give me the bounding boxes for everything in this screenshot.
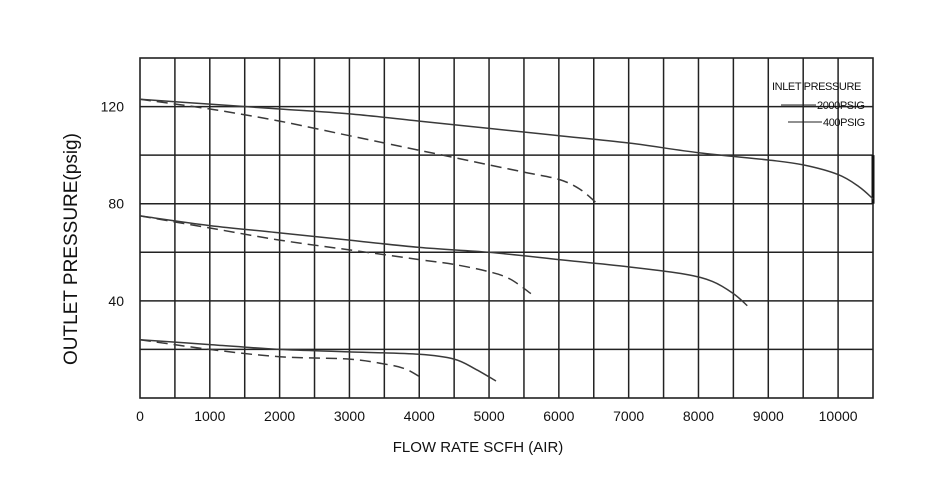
x-tick-label: 3000	[334, 408, 365, 424]
x-tick-label: 8000	[683, 408, 714, 424]
legend: INLET PRESSURE 2000PSIG 400PSIG	[772, 81, 865, 129]
series-line-400psig-dashed	[139, 338, 424, 380]
x-tick-label: 2000	[264, 408, 295, 424]
y-tick-label: 40	[108, 293, 124, 309]
series-line-400psig-dashed	[139, 215, 532, 295]
x-tick-label: 10000	[819, 408, 858, 424]
x-tick-label: 5000	[473, 408, 504, 424]
x-tick-label: 6000	[543, 408, 574, 424]
series	[139, 98, 874, 382]
x-tick-label: 4000	[404, 408, 435, 424]
x-axis-label: FLOW RATE SCFH (AIR)	[393, 439, 564, 456]
series-line-400psig-dashed	[139, 98, 598, 205]
x-tick-label: 7000	[613, 408, 644, 424]
x-tick-label: 1000	[194, 408, 225, 424]
series-line-2000psig-solid	[139, 215, 748, 307]
series-line-2000psig-solid	[139, 98, 874, 200]
y-tick-label: 120	[101, 99, 125, 115]
x-tick-label: 0	[136, 408, 144, 424]
series-line-2000psig-solid	[139, 338, 497, 382]
x-tick-label: 9000	[753, 408, 784, 424]
y-tick-label: 80	[108, 196, 124, 212]
legend-title: INLET PRESSURE	[772, 81, 861, 93]
legend-entry-400psig: 400PSIG	[823, 117, 865, 129]
y-axis-label: OUTLET PRESSURE(psig)	[61, 133, 82, 365]
x-axis-ticks: 0 1000 2000 3000 4000 5000 6000 7000 8000 9000 100…	[136, 408, 858, 424]
legend-entry-2000psig: 2000PSIG	[817, 100, 865, 112]
plot-frame	[139, 57, 874, 399]
grid	[139, 57, 875, 399]
y-axis-ticks: 40 80 120	[101, 99, 125, 309]
